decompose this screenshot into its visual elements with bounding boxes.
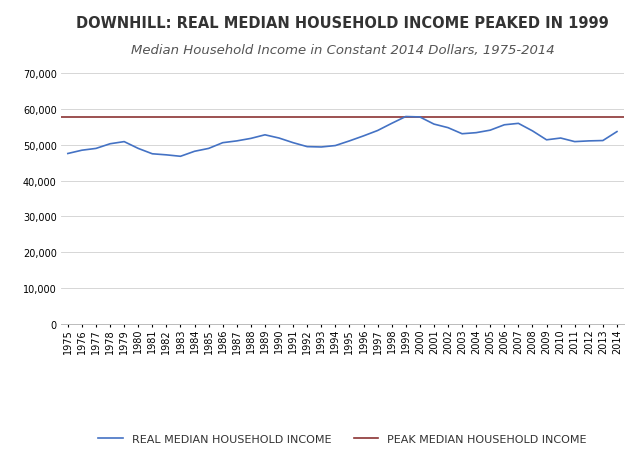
REAL MEDIAN HOUSEHOLD INCOME [317, 145, 325, 150]
REAL MEDIAN HOUSEHOLD INCOME [191, 149, 198, 155]
REAL MEDIAN HOUSEHOLD INCOME [374, 128, 381, 134]
REAL MEDIAN HOUSEHOLD INCOME [261, 133, 269, 138]
REAL MEDIAN HOUSEHOLD INCOME [585, 139, 593, 144]
REAL MEDIAN HOUSEHOLD INCOME [275, 136, 283, 142]
REAL MEDIAN HOUSEHOLD INCOME [64, 151, 72, 157]
REAL MEDIAN HOUSEHOLD INCOME [346, 139, 353, 144]
Line: REAL MEDIAN HOUSEHOLD INCOME: REAL MEDIAN HOUSEHOLD INCOME [68, 117, 617, 157]
REAL MEDIAN HOUSEHOLD INCOME [92, 146, 100, 152]
REAL MEDIAN HOUSEHOLD INCOME [444, 125, 452, 131]
REAL MEDIAN HOUSEHOLD INCOME [557, 136, 564, 142]
REAL MEDIAN HOUSEHOLD INCOME [332, 144, 339, 149]
REAL MEDIAN HOUSEHOLD INCOME [430, 122, 438, 128]
REAL MEDIAN HOUSEHOLD INCOME [360, 134, 367, 139]
REAL MEDIAN HOUSEHOLD INCOME [613, 130, 621, 135]
Legend: REAL MEDIAN HOUSEHOLD INCOME, PEAK MEDIAN HOUSEHOLD INCOME: REAL MEDIAN HOUSEHOLD INCOME, PEAK MEDIA… [94, 429, 591, 448]
REAL MEDIAN HOUSEHOLD INCOME [599, 138, 607, 144]
REAL MEDIAN HOUSEHOLD INCOME [78, 148, 86, 154]
REAL MEDIAN HOUSEHOLD INCOME [120, 139, 128, 145]
REAL MEDIAN HOUSEHOLD INCOME [543, 138, 550, 143]
REAL MEDIAN HOUSEHOLD INCOME [163, 153, 170, 158]
REAL MEDIAN HOUSEHOLD INCOME [571, 139, 579, 145]
REAL MEDIAN HOUSEHOLD INCOME [486, 128, 494, 134]
Text: DOWNHILL: REAL MEDIAN HOUSEHOLD INCOME PEAKED IN 1999: DOWNHILL: REAL MEDIAN HOUSEHOLD INCOME P… [76, 16, 609, 31]
REAL MEDIAN HOUSEHOLD INCOME [247, 136, 255, 142]
REAL MEDIAN HOUSEHOLD INCOME [106, 142, 114, 147]
REAL MEDIAN HOUSEHOLD INCOME [177, 154, 184, 160]
REAL MEDIAN HOUSEHOLD INCOME [416, 115, 424, 120]
REAL MEDIAN HOUSEHOLD INCOME [134, 146, 142, 152]
REAL MEDIAN HOUSEHOLD INCOME [402, 114, 410, 120]
REAL MEDIAN HOUSEHOLD INCOME [219, 141, 227, 146]
Text: Median Household Income in Constant 2014 Dollars, 1975-2014: Median Household Income in Constant 2014… [131, 44, 554, 57]
REAL MEDIAN HOUSEHOLD INCOME [472, 131, 480, 136]
REAL MEDIAN HOUSEHOLD INCOME [205, 146, 212, 152]
REAL MEDIAN HOUSEHOLD INCOME [233, 139, 241, 144]
REAL MEDIAN HOUSEHOLD INCOME [529, 129, 536, 134]
REAL MEDIAN HOUSEHOLD INCOME [458, 131, 466, 137]
REAL MEDIAN HOUSEHOLD INCOME [515, 121, 522, 127]
REAL MEDIAN HOUSEHOLD INCOME [289, 141, 297, 146]
REAL MEDIAN HOUSEHOLD INCOME [388, 121, 396, 127]
REAL MEDIAN HOUSEHOLD INCOME [148, 152, 156, 157]
REAL MEDIAN HOUSEHOLD INCOME [500, 123, 508, 128]
REAL MEDIAN HOUSEHOLD INCOME [303, 144, 311, 150]
